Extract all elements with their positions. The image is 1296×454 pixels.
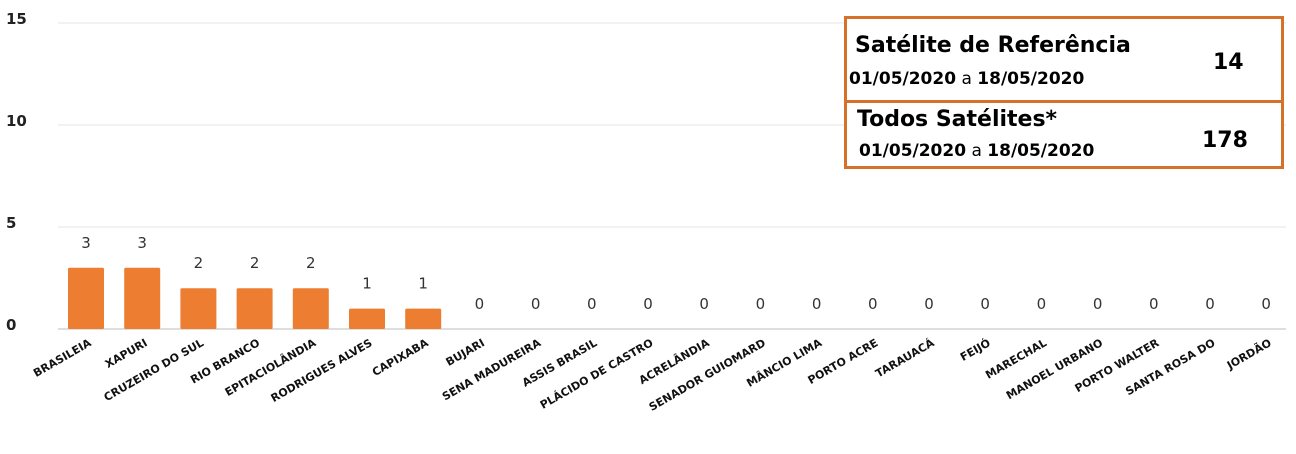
y-tick-label: 10: [6, 112, 27, 130]
legend-row-value: 178: [1202, 128, 1248, 153]
x-tick-label: RODRIGUES ALVES: [269, 336, 375, 405]
data-label: 0: [868, 295, 878, 313]
data-label: 1: [418, 275, 428, 293]
y-tick-label: 15: [6, 10, 27, 28]
date-end: 18/05/2020: [987, 141, 1095, 161]
data-label: 2: [250, 254, 260, 272]
legend-row-dates: 01/05/2020 a 18/05/2020: [859, 141, 1094, 161]
data-label: 2: [306, 254, 316, 272]
legend-row-all: Todos Satélites* 01/05/2020 a 18/05/2020…: [847, 100, 1281, 166]
data-label: 0: [924, 295, 934, 313]
data-labels: 3 3 2 2 2 1 1 0 0 0 0 0 0 0 0 0 0 0 0 0 0 0: [81, 234, 1271, 313]
date-sep: a: [961, 69, 972, 89]
data-label: 3: [81, 234, 91, 252]
data-label: 0: [756, 295, 766, 313]
date-end: 18/05/2020: [977, 69, 1085, 89]
y-tick-label: 0: [6, 316, 16, 334]
x-tick-label: FEIJÓ: [958, 336, 993, 364]
legend-row-title: Todos Satélites*: [857, 107, 1058, 132]
data-label: 0: [1261, 295, 1271, 313]
x-tick-label: SENA MADUREIRA: [440, 336, 544, 403]
data-label: 0: [1093, 295, 1103, 313]
data-label: 0: [1037, 295, 1047, 313]
data-label: 0: [1205, 295, 1215, 313]
y-tick-label: 5: [6, 214, 16, 232]
bar: [236, 288, 273, 329]
data-label: 0: [587, 295, 597, 313]
x-tick-label: EPITACIOLÂNDIA: [223, 336, 319, 399]
data-label: 0: [531, 295, 541, 313]
data-label: 1: [362, 275, 372, 293]
data-label: 0: [980, 295, 990, 313]
bar: [405, 308, 442, 329]
x-tick-label: TARAUACÁ: [873, 336, 937, 380]
bar: [68, 267, 104, 329]
x-tick-label: BUJARI: [444, 336, 487, 369]
data-label: 0: [812, 295, 822, 313]
data-label: 0: [699, 295, 709, 313]
y-axis-ticks: 0 5 10 15: [6, 10, 27, 334]
x-tick-label: JORDÃO: [1224, 336, 1274, 372]
bar: [349, 308, 385, 329]
data-label: 0: [1149, 295, 1159, 313]
x-tick-label: CRUZEIRO DO SUL: [102, 336, 206, 404]
legend-row-value: 14: [1213, 50, 1244, 75]
date-start: 01/05/2020: [859, 141, 967, 161]
date-start: 01/05/2020: [849, 69, 957, 89]
date-sep: a: [971, 141, 982, 161]
data-label: 2: [194, 254, 204, 272]
data-label: 0: [643, 295, 653, 313]
bar: [124, 267, 161, 329]
x-tick-label: BRASILEIA: [31, 336, 94, 380]
legend-table: Satélite de Referência 01/05/2020 a 18/0…: [844, 16, 1284, 169]
bars: [68, 267, 442, 329]
data-label: 0: [475, 295, 485, 313]
legend-row-reference: Satélite de Referência 01/05/2020 a 18/0…: [847, 19, 1281, 103]
data-label: 3: [137, 234, 147, 252]
x-tick-label: MANOEL URBANO: [1004, 336, 1105, 402]
x-tick-label: XAPURI: [103, 336, 150, 371]
bar: [180, 288, 217, 329]
bar: [292, 288, 329, 329]
legend-row-title: Satélite de Referência: [855, 33, 1131, 58]
x-tick-label: CAPIXABA: [370, 336, 431, 379]
legend-row-dates: 01/05/2020 a 18/05/2020: [849, 69, 1084, 89]
